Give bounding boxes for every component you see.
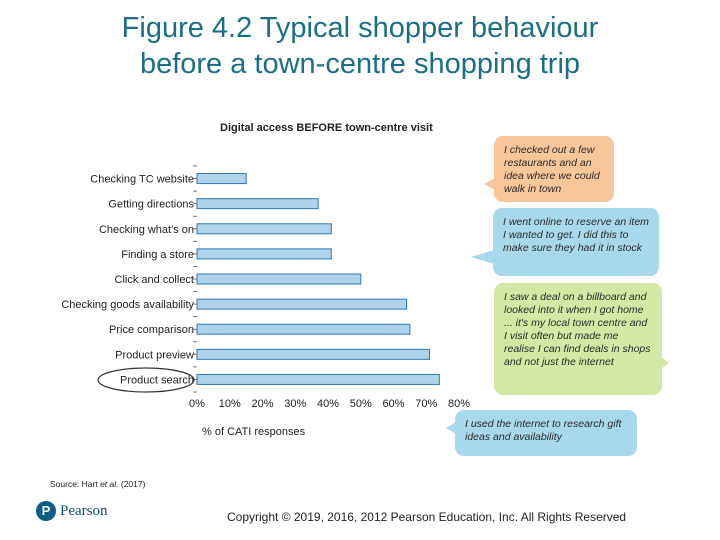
x-tick-label: 50%: [350, 398, 372, 410]
x-tick-label: 0%: [189, 398, 205, 410]
pearson-logo: P Pearson: [36, 501, 108, 521]
quote-text: I went online to reserve an item I wante…: [503, 216, 649, 254]
source-prefix: Source: Hart: [50, 479, 101, 489]
bar: [196, 323, 411, 335]
source-italic: et al.: [100, 479, 119, 489]
category-label: Product search: [120, 374, 194, 386]
pearson-wordmark: Pearson: [60, 502, 108, 519]
slide-title: Figure 4.2 Typical shopper behaviour bef…: [0, 10, 720, 82]
quote-bubble-billboard: I saw a deal on a billboard and looked i…: [494, 283, 669, 395]
bubble-tail: [446, 422, 456, 434]
bar: [196, 298, 408, 310]
x-tick-label: 60%: [382, 398, 404, 410]
category-label: Checking what's on: [99, 224, 194, 236]
y-axis-ticks: [193, 165, 197, 393]
x-tick-label: 10%: [219, 398, 241, 410]
quote-bubble-gifts: I used the internet to research gift ide…: [446, 410, 637, 456]
pearson-icon: P: [36, 501, 56, 521]
x-axis-label: % of CATI responses: [202, 426, 306, 438]
bar: [196, 273, 362, 285]
quote-text: I checked out a few restaurants and an i…: [504, 144, 600, 195]
category-label: Checking goods availability: [61, 299, 194, 311]
x-tick-label: 70%: [415, 398, 437, 410]
chart-bars: [196, 173, 440, 385]
source-note: Source: Hart et al. (2017): [50, 479, 145, 489]
copyright-notice: Copyright © 2019, 2016, 2012 Pearson Edu…: [227, 510, 627, 524]
x-tick-label: 30%: [284, 398, 306, 410]
quote-text: I used the internet to research gift ide…: [465, 418, 622, 443]
category-label: Getting directions: [108, 199, 194, 211]
quote-bubble-reserve: I went online to reserve an item I wante…: [471, 208, 659, 276]
x-tick-label: 20%: [251, 398, 273, 410]
bar: [196, 223, 332, 235]
bubble-tail: [661, 357, 669, 369]
source-suffix: (2017): [118, 479, 146, 489]
category-label: Click and collect: [115, 274, 194, 286]
quote-text: I saw a deal on a billboard and looked i…: [504, 291, 651, 368]
highlight-ellipse: [97, 367, 195, 393]
category-labels: Checking TC website Getting directions Che…: [61, 174, 194, 387]
slide-title-line-2: before a town-centre shopping trip: [139, 48, 581, 80]
bar: [196, 348, 431, 360]
bar: [196, 198, 319, 210]
x-tick-labels: 0% 10% 20% 30% 40% 50% 60% 70% 80%: [189, 398, 470, 410]
category-label: Price comparison: [109, 324, 194, 336]
chart-title: Digital access BEFORE town-centre visit: [220, 122, 433, 134]
category-label: Product preview: [115, 349, 194, 361]
bar: [196, 373, 440, 385]
category-label: Finding a store: [121, 249, 194, 261]
category-label: Checking TC website: [90, 174, 194, 186]
quote-bubble-restaurants: I checked out a few restaurants and an i…: [484, 136, 614, 202]
bar: [196, 248, 332, 260]
x-tick-label: 40%: [317, 398, 339, 410]
bubble-tail: [471, 250, 494, 264]
bar: [196, 173, 247, 185]
bubble-tail: [484, 178, 495, 190]
slide-title-line-1: Figure 4.2 Typical shopper behaviour: [121, 12, 599, 44]
x-tick-label: 80%: [448, 398, 470, 410]
